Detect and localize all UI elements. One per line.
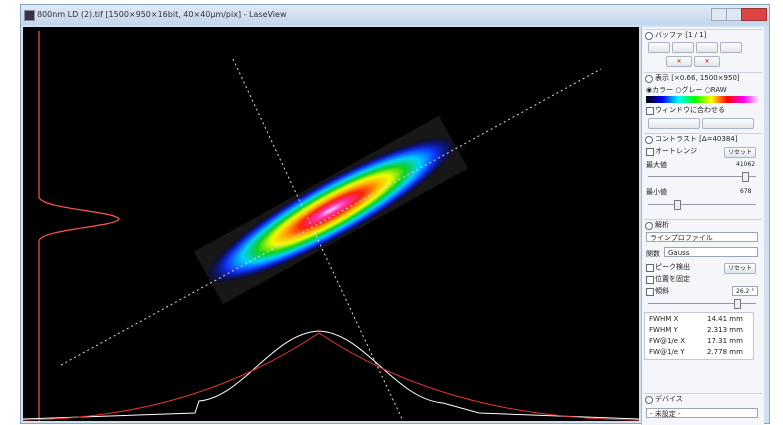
display-header[interactable]: 表示 [×0.66, 1500×950] — [644, 72, 762, 83]
result-value: 2.313 mm — [707, 326, 743, 334]
fit-window-checkbox[interactable]: ウィンドウに合わせる — [646, 106, 725, 115]
mode-label: RAW — [711, 86, 727, 94]
max-label: 最大値 — [646, 160, 667, 170]
contrast-header[interactable]: コントラスト [Δ=40384] — [644, 133, 762, 144]
tilt-thumb[interactable] — [734, 299, 741, 309]
contrast-reset-button[interactable]: リセット — [724, 147, 756, 158]
zoom-out-button[interactable] — [702, 118, 754, 129]
color-modes: ◉カラー ○グレー ○RAW — [646, 85, 760, 95]
title-bar: 800nm LD (2).tif [1500×950×16bit, 40×40µ… — [21, 5, 769, 25]
app-icon — [24, 10, 35, 21]
mode-label: グレー — [681, 86, 702, 94]
page: 800nm LD (2).tif [1500×950×16bit, 40×40µ… — [0, 0, 783, 424]
result-value: 17.31 mm — [707, 337, 743, 345]
tilt-value[interactable]: 26.2 ° — [732, 286, 758, 296]
window-title: 800nm LD (2).tif [1500×950×16bit, 40×40µ… — [37, 10, 287, 19]
fix-position-checkbox[interactable]: 位置を固定 — [646, 275, 690, 284]
mode-label: カラー — [652, 86, 673, 94]
min-slider[interactable] — [648, 204, 756, 205]
window: 800nm LD (2).tif [1500×950×16bit, 40×40µ… — [20, 4, 770, 424]
delete-button[interactable]: ✕ — [666, 56, 692, 67]
next-button[interactable] — [696, 42, 718, 53]
side-panel: バッファ [1 / 1] ✕ ✕ 表示 [×0.66, 1500×950] ◉カ… — [641, 27, 764, 425]
device-header[interactable]: デバイス — [644, 393, 762, 404]
maximize-button[interactable] — [726, 8, 742, 21]
close-button[interactable] — [741, 8, 767, 21]
prev-button[interactable] — [672, 42, 694, 53]
result-label: FWHM Y — [649, 326, 678, 334]
image-view — [23, 27, 639, 421]
results-box: FWHM X 14.41 mm FWHM Y 2.313 mm FW@1/e X 17… — [644, 312, 754, 360]
result-value: 14.41 mm — [707, 315, 743, 323]
buffer-header[interactable]: バッファ [1 / 1] — [644, 29, 762, 40]
result-label: FW@1/e X — [649, 337, 685, 345]
result-label: FWHM X — [649, 315, 678, 323]
analysis-header[interactable]: 解析 — [644, 219, 762, 230]
tilt-checkbox[interactable]: 傾斜 — [646, 287, 669, 296]
min-label: 最小値 — [646, 187, 667, 197]
function-dropdown[interactable]: Gauss — [664, 247, 758, 257]
first-button[interactable] — [648, 42, 670, 53]
analysis-mode-dropdown[interactable]: ラインプロファイル — [646, 232, 758, 242]
minimize-button[interactable] — [711, 8, 727, 21]
device-dropdown[interactable]: - 未設定 - — [646, 408, 758, 418]
delete-all-button[interactable]: ✕ — [694, 56, 720, 67]
auto-range-checkbox[interactable]: オートレンジ — [646, 147, 697, 156]
analysis-reset-button[interactable]: リセット — [724, 263, 756, 274]
last-button[interactable] — [720, 42, 742, 53]
max-thumb[interactable] — [742, 172, 749, 182]
result-value: 2.778 mm — [707, 348, 743, 356]
max-slider[interactable] — [648, 176, 756, 177]
function-label: 関数 — [646, 249, 660, 259]
result-label: FW@1/e Y — [649, 348, 685, 356]
max-value: 41062 — [736, 161, 755, 168]
min-thumb[interactable] — [674, 200, 681, 210]
color-bar — [646, 96, 760, 103]
min-value: 678 — [740, 188, 751, 195]
peak-checkbox[interactable]: ピーク検出 — [646, 263, 690, 272]
zoom-in-button[interactable] — [648, 118, 700, 129]
